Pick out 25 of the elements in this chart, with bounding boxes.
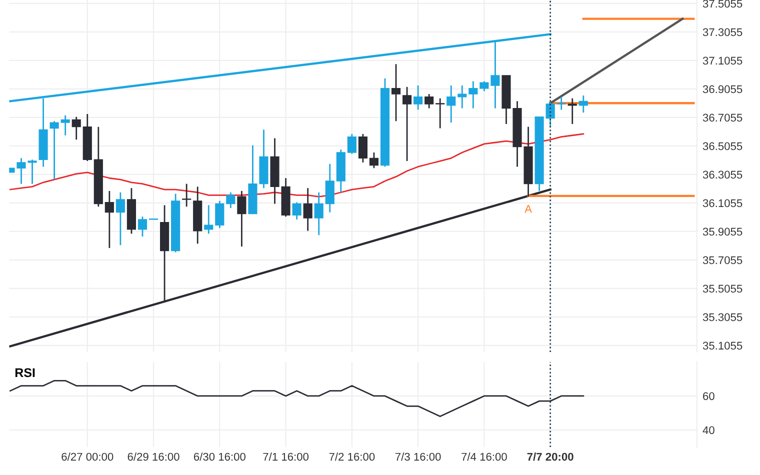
y-tick-label: 35.9055 (702, 228, 742, 236)
x-tick-label: 7/7 20:00 (527, 452, 574, 461)
x-tick-label: 7/2 16:00 (329, 452, 375, 461)
chart-title: RSI (15, 368, 35, 378)
y-tick-label: 35.5055 (702, 284, 742, 293)
y-tick-label: 36.3055 (702, 170, 742, 179)
y-tick-label: 40 (702, 426, 714, 434)
y-tick-label: 37.3055 (702, 28, 742, 36)
data-label: A (524, 205, 532, 213)
y-tick-label: 37.5055 (702, 0, 742, 8)
y-tick-label: 35.3055 (702, 313, 742, 322)
y-tick-label: 35.1055 (702, 342, 742, 350)
y-tick-label: 36.9055 (702, 85, 742, 94)
x-tick-label: 6/30 16:00 (194, 452, 246, 461)
y-tick-label: 36.1055 (702, 199, 742, 208)
y-tick-label: 37.1055 (702, 56, 742, 65)
x-tick-label: 6/27 00:00 (62, 452, 114, 461)
x-tick-label: 6/29 16:00 (128, 452, 180, 461)
x-tick-label: 7/3 16:00 (395, 452, 441, 461)
y-tick-label: 36.5055 (702, 142, 742, 150)
y-tick-label: 60 (703, 392, 714, 400)
y-tick-label: 36.7055 (702, 114, 742, 122)
y-tick-label: 35.7055 (702, 256, 742, 264)
x-tick-label: 7/1 16:00 (263, 452, 309, 461)
x-tick-label: 7/4 16:00 (462, 452, 507, 461)
